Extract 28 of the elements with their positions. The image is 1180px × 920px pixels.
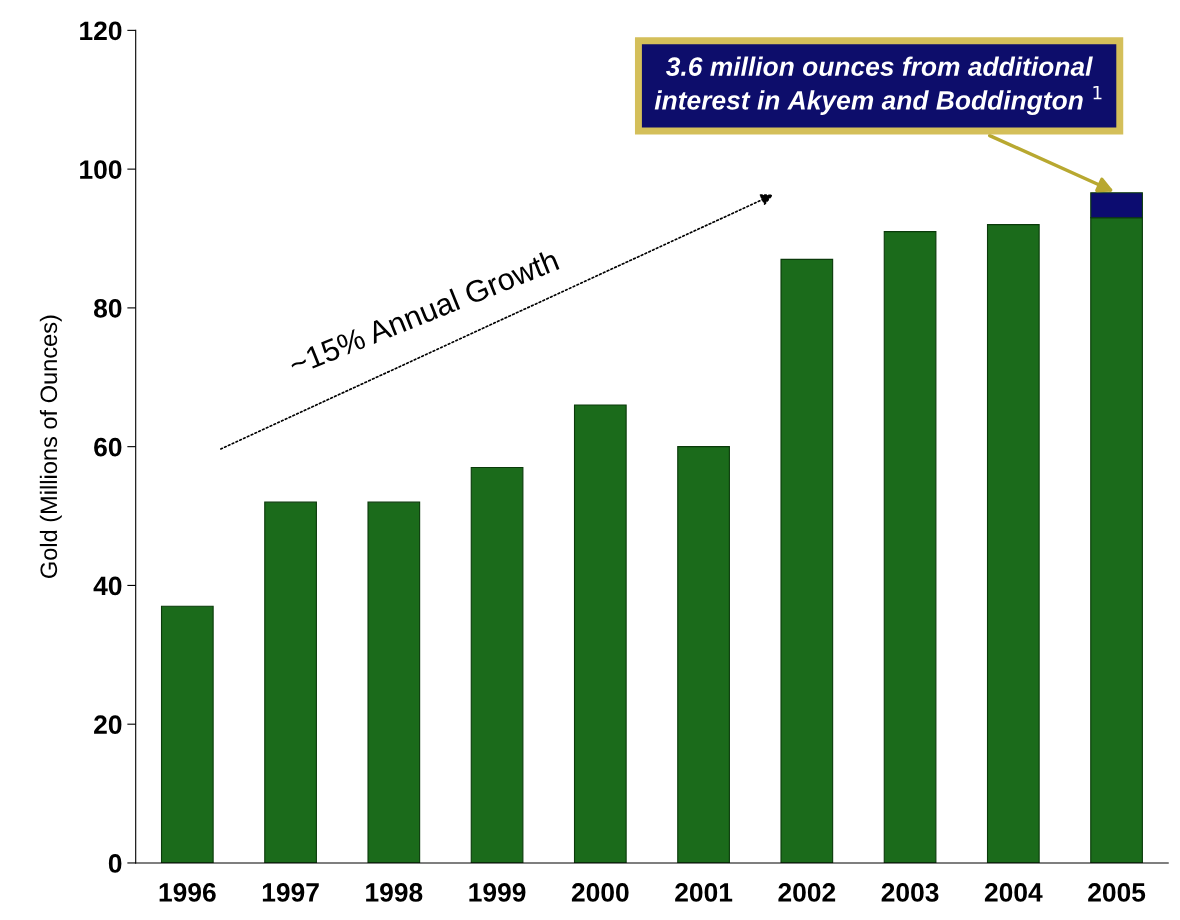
- x-tick-label: 1999: [469, 883, 526, 902]
- bar: [573, 404, 627, 863]
- x-tick-label: 2002: [778, 883, 836, 902]
- bar: [883, 231, 937, 863]
- bar: [986, 224, 1040, 863]
- bar: [677, 446, 730, 863]
- y-tick-label: 60: [94, 437, 122, 457]
- y-tick-label: 80: [93, 299, 122, 318]
- bar: [264, 501, 317, 863]
- x-tick-label: 1996: [159, 883, 216, 902]
- x-tick-label: 2001: [675, 883, 733, 902]
- bar: [367, 501, 421, 863]
- bar: [160, 605, 214, 863]
- y-axis-title: Gold (Millions of Ounces): [39, 315, 62, 578]
- bar: [470, 466, 524, 863]
- y-tick-label: 100: [80, 160, 122, 179]
- x-tick-label: 1998: [366, 883, 423, 902]
- x-tick-label: 2005: [1088, 883, 1146, 902]
- y-tick-label: 0: [108, 854, 122, 873]
- y-tick-label: 40: [93, 576, 122, 596]
- x-tick-label: 2000: [571, 883, 629, 902]
- x-tick-label: 2003: [881, 883, 939, 902]
- bar: [780, 258, 834, 863]
- annotation: 3.6 million ounces from additional interest in Akyem and Boddington $^{1}$: [654, 56, 1102, 115]
- x-tick-label: 2004: [984, 883, 1043, 902]
- y-tick-label: 20: [94, 715, 122, 735]
- y-tick-label: 120: [80, 21, 122, 41]
- x-tick-label: 1997: [262, 883, 319, 902]
